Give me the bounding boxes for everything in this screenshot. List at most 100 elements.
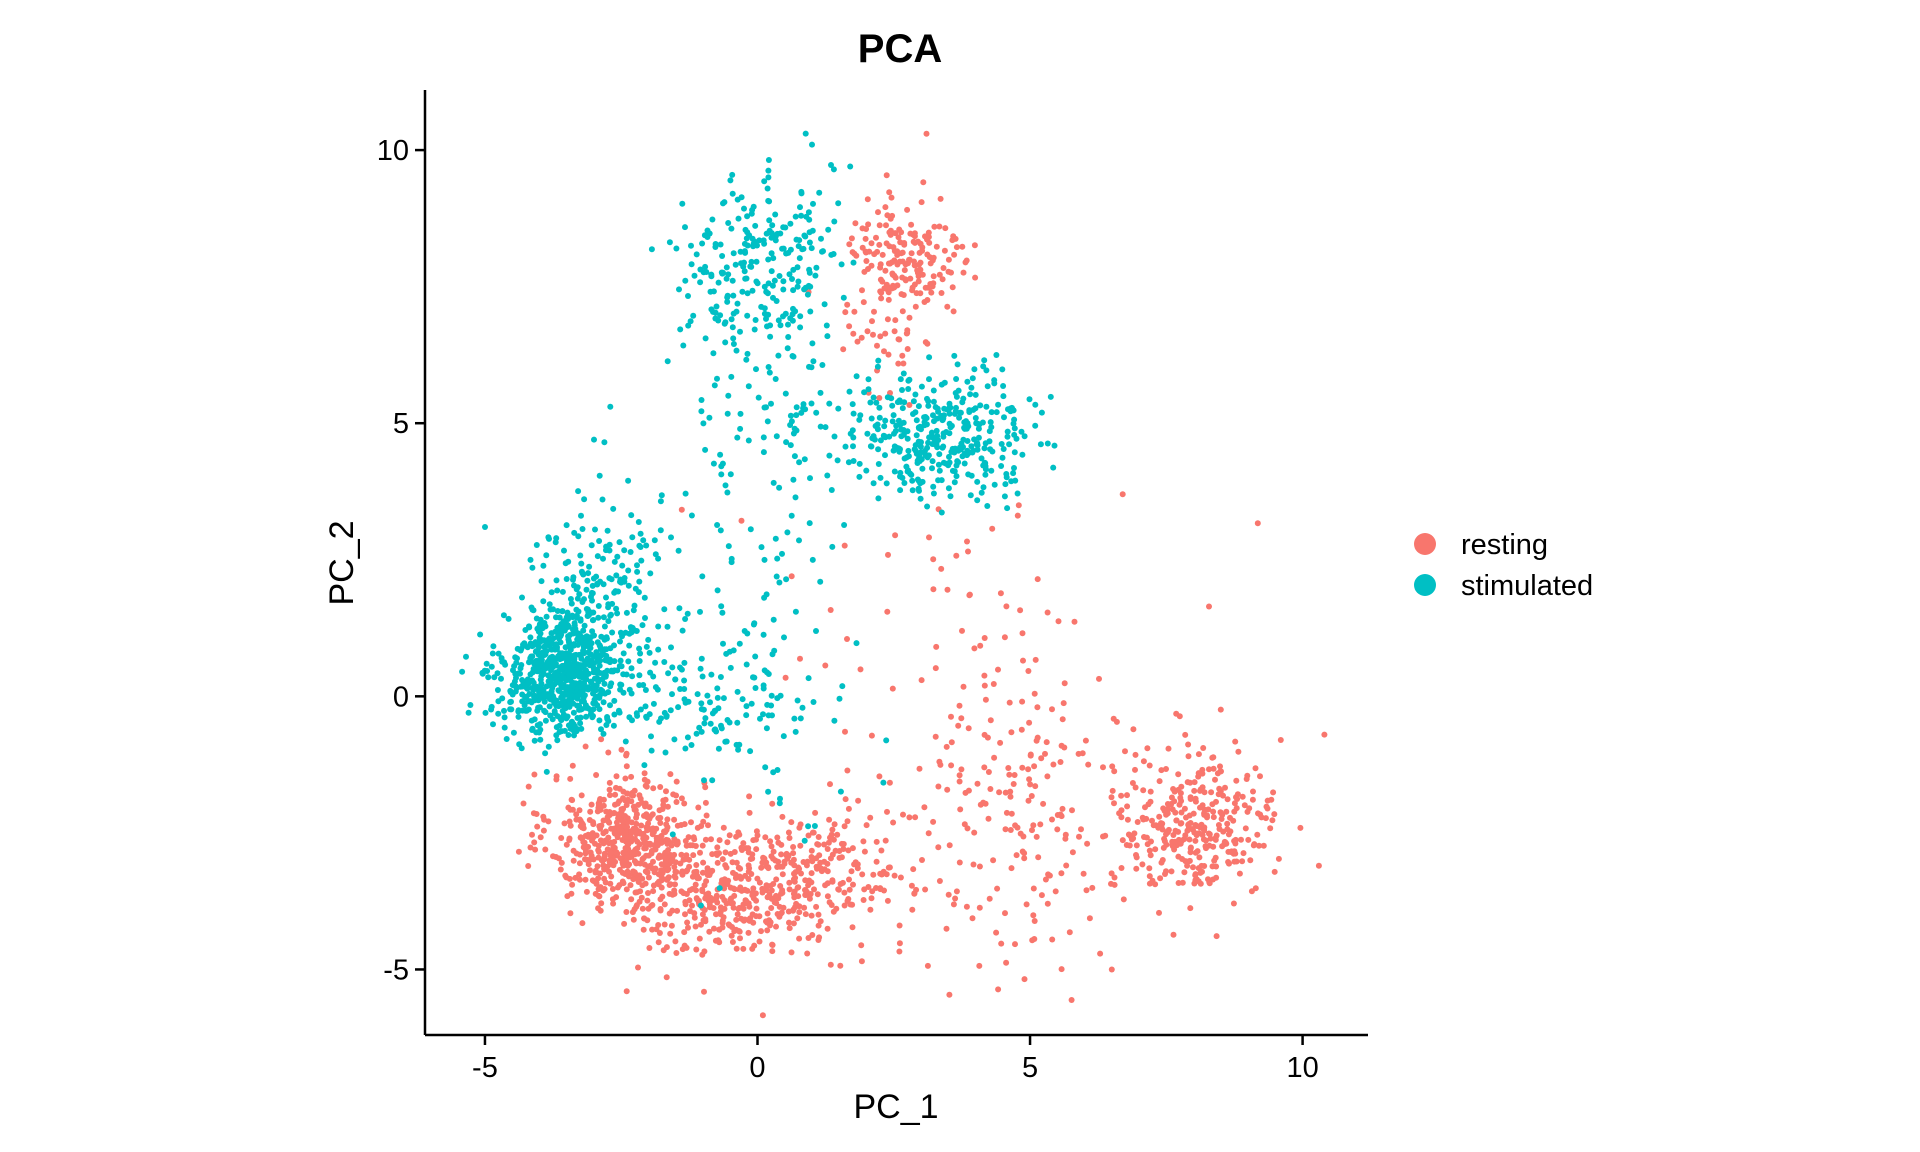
point-stimulated bbox=[642, 615, 648, 621]
point-resting bbox=[1124, 792, 1130, 799]
point-resting bbox=[701, 882, 708, 889]
point-resting bbox=[1030, 912, 1037, 919]
point-resting bbox=[863, 249, 869, 256]
point-resting bbox=[645, 890, 651, 896]
point-stimulated bbox=[565, 722, 572, 729]
point-stimulated bbox=[578, 512, 584, 519]
point-resting bbox=[794, 915, 801, 922]
point-stimulated bbox=[642, 687, 649, 693]
point-stimulated bbox=[636, 578, 643, 585]
point-stimulated bbox=[704, 692, 711, 699]
point-resting bbox=[1191, 779, 1198, 786]
point-resting bbox=[1075, 750, 1082, 757]
point-stimulated bbox=[1037, 441, 1044, 448]
point-stimulated bbox=[459, 668, 466, 675]
point-stimulated bbox=[578, 698, 585, 705]
point-stimulated bbox=[792, 608, 799, 615]
point-resting bbox=[633, 860, 640, 867]
point-resting bbox=[1216, 785, 1223, 792]
point-stimulated bbox=[531, 737, 538, 744]
point-resting bbox=[817, 865, 824, 872]
point-resting bbox=[716, 926, 723, 933]
point-stimulated bbox=[608, 668, 615, 675]
point-stimulated bbox=[765, 167, 772, 174]
point-stimulated bbox=[709, 216, 716, 223]
point-stimulated bbox=[611, 711, 618, 718]
point-stimulated bbox=[569, 680, 576, 686]
point-resting bbox=[838, 854, 845, 861]
point-stimulated bbox=[545, 743, 552, 750]
point-stimulated bbox=[875, 495, 882, 502]
point-resting bbox=[600, 839, 607, 846]
point-stimulated bbox=[567, 695, 573, 702]
point-stimulated bbox=[632, 585, 639, 592]
point-resting bbox=[1190, 864, 1196, 871]
point-stimulated bbox=[488, 663, 495, 670]
point-stimulated bbox=[806, 229, 813, 236]
point-resting bbox=[1140, 787, 1147, 794]
point-stimulated bbox=[750, 621, 757, 628]
point-stimulated bbox=[1050, 464, 1057, 471]
point-stimulated bbox=[708, 671, 715, 678]
point-resting bbox=[606, 857, 613, 864]
point-stimulated bbox=[881, 433, 888, 440]
point-stimulated bbox=[972, 391, 979, 398]
point-stimulated bbox=[764, 418, 771, 425]
point-stimulated bbox=[724, 717, 731, 723]
point-resting bbox=[776, 913, 783, 920]
point-stimulated bbox=[912, 391, 919, 398]
point-resting bbox=[730, 904, 737, 911]
point-resting bbox=[945, 256, 952, 263]
point-stimulated bbox=[719, 609, 726, 616]
point-resting bbox=[1234, 791, 1241, 798]
point-stimulated bbox=[908, 471, 915, 478]
point-stimulated bbox=[836, 695, 843, 702]
point-stimulated bbox=[655, 646, 662, 653]
point-stimulated bbox=[610, 505, 617, 512]
point-stimulated bbox=[846, 388, 853, 395]
point-stimulated bbox=[533, 615, 540, 622]
point-stimulated bbox=[741, 205, 747, 212]
point-stimulated bbox=[537, 736, 544, 743]
point-resting bbox=[997, 739, 1004, 746]
point-resting bbox=[531, 839, 538, 846]
point-resting bbox=[824, 846, 831, 852]
point-stimulated bbox=[753, 278, 760, 285]
point-stimulated bbox=[758, 544, 765, 551]
point-stimulated bbox=[577, 720, 584, 727]
point-resting bbox=[786, 879, 793, 886]
point-stimulated bbox=[553, 702, 560, 709]
point-resting bbox=[976, 904, 983, 911]
point-stimulated bbox=[626, 686, 633, 693]
point-stimulated bbox=[682, 745, 689, 752]
point-resting bbox=[1161, 807, 1168, 814]
point-resting bbox=[682, 856, 689, 863]
point-resting bbox=[834, 831, 841, 838]
point-stimulated bbox=[753, 258, 760, 265]
point-resting bbox=[917, 259, 924, 266]
point-resting bbox=[593, 880, 600, 887]
point-resting bbox=[749, 851, 756, 858]
point-resting bbox=[717, 904, 724, 911]
point-resting bbox=[684, 867, 691, 874]
point-stimulated bbox=[781, 634, 787, 641]
point-stimulated bbox=[703, 269, 710, 275]
point-stimulated bbox=[800, 405, 807, 412]
point-resting bbox=[1217, 763, 1223, 770]
point-stimulated bbox=[654, 686, 661, 693]
point-stimulated bbox=[589, 617, 596, 624]
point-resting bbox=[927, 260, 934, 267]
point-stimulated bbox=[961, 450, 968, 457]
point-stimulated bbox=[563, 522, 570, 529]
point-resting bbox=[956, 778, 963, 785]
point-resting bbox=[1196, 854, 1203, 861]
point-resting bbox=[1206, 603, 1212, 610]
point-resting bbox=[884, 808, 890, 815]
point-resting bbox=[740, 905, 747, 912]
point-stimulated bbox=[554, 713, 561, 720]
point-stimulated bbox=[932, 404, 939, 411]
point-stimulated bbox=[930, 483, 937, 490]
point-stimulated bbox=[590, 713, 596, 719]
point-resting bbox=[886, 864, 893, 871]
point-stimulated bbox=[875, 446, 882, 453]
